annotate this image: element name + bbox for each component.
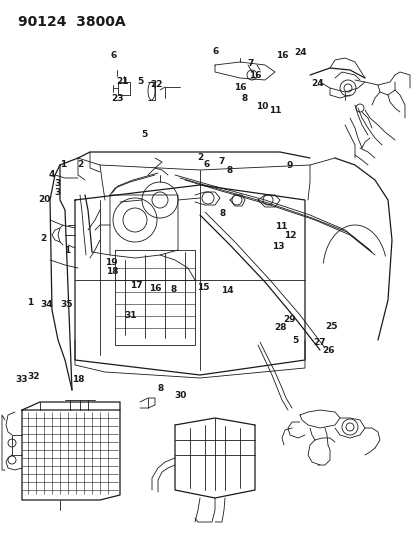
Text: 17: 17 xyxy=(130,281,142,289)
Text: 90124  3800A: 90124 3800A xyxy=(18,15,125,29)
Text: 3: 3 xyxy=(55,189,61,197)
Text: 7: 7 xyxy=(247,60,254,68)
Text: 32: 32 xyxy=(28,373,40,381)
Text: 16: 16 xyxy=(234,84,246,92)
Text: 22: 22 xyxy=(150,80,162,88)
Text: 33: 33 xyxy=(16,375,28,384)
Text: 11: 11 xyxy=(269,106,281,115)
Text: 7: 7 xyxy=(217,157,224,166)
Text: 6: 6 xyxy=(110,52,117,60)
Text: 20: 20 xyxy=(38,195,50,204)
Text: 28: 28 xyxy=(274,324,286,332)
Text: 25: 25 xyxy=(324,322,337,330)
Text: 18: 18 xyxy=(106,268,119,276)
Text: 31: 31 xyxy=(124,311,136,320)
Text: 2: 2 xyxy=(196,153,203,161)
Text: 1: 1 xyxy=(59,160,66,168)
Text: 34: 34 xyxy=(40,301,53,309)
Text: 12: 12 xyxy=(283,231,295,240)
Text: 3: 3 xyxy=(55,180,61,188)
Text: 4: 4 xyxy=(48,171,55,179)
Text: 2: 2 xyxy=(40,234,47,243)
Text: 29: 29 xyxy=(283,316,295,324)
Text: 5: 5 xyxy=(140,130,147,139)
Text: 14: 14 xyxy=(220,286,233,295)
Text: 11: 11 xyxy=(275,222,287,231)
Text: 24: 24 xyxy=(294,48,306,56)
Text: 19: 19 xyxy=(104,258,117,266)
Text: 8: 8 xyxy=(241,94,248,103)
Text: 1: 1 xyxy=(64,246,71,255)
Text: 8: 8 xyxy=(170,285,177,294)
Text: 5: 5 xyxy=(292,336,298,344)
Text: 15: 15 xyxy=(197,284,209,292)
Text: 16: 16 xyxy=(148,285,161,293)
Text: 1: 1 xyxy=(26,298,33,307)
Text: 6: 6 xyxy=(211,47,218,56)
Text: 26: 26 xyxy=(321,346,334,354)
Text: 35: 35 xyxy=(61,301,73,309)
Text: 2: 2 xyxy=(77,160,84,168)
Text: 6: 6 xyxy=(202,160,209,168)
Text: 8: 8 xyxy=(218,209,225,217)
Text: 8: 8 xyxy=(157,384,163,392)
Text: 27: 27 xyxy=(313,338,325,347)
Text: 10: 10 xyxy=(255,102,268,111)
Text: 13: 13 xyxy=(271,242,284,251)
Text: 16: 16 xyxy=(249,71,261,80)
Text: 16: 16 xyxy=(275,52,288,60)
Text: 30: 30 xyxy=(173,391,186,400)
Text: 8: 8 xyxy=(226,166,233,175)
Text: 5: 5 xyxy=(137,77,144,86)
Text: 24: 24 xyxy=(311,79,323,88)
Text: 23: 23 xyxy=(112,94,124,103)
Text: 21: 21 xyxy=(116,77,128,86)
Text: 18: 18 xyxy=(71,375,84,384)
Text: 9: 9 xyxy=(286,161,292,169)
